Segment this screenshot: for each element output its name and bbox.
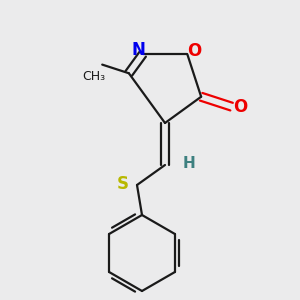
Text: N: N [132,41,145,59]
Text: H: H [183,155,196,170]
Text: O: O [233,98,248,116]
Text: O: O [187,42,202,60]
Text: S: S [117,175,129,193]
Text: CH₃: CH₃ [83,70,106,83]
